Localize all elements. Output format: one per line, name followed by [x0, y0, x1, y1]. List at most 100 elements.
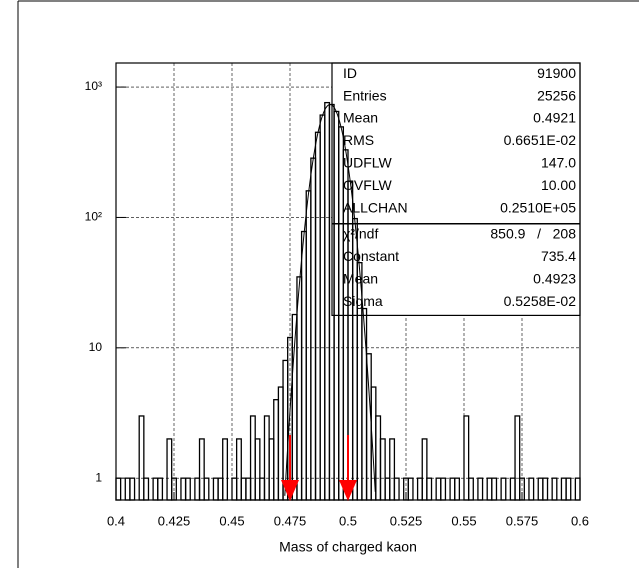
stat-name: ID — [343, 65, 357, 81]
histogram-bar — [198, 438, 205, 501]
histogram-bar — [463, 415, 470, 501]
histogram-bar — [259, 477, 266, 501]
histogram-bar — [426, 477, 433, 501]
histogram-bar — [310, 157, 317, 501]
stat-value: 25256 — [537, 87, 576, 103]
histogram-bar — [305, 190, 312, 501]
stat-name: RMS — [343, 132, 374, 148]
x-tick-label: 0.425 — [158, 513, 191, 528]
histogram-bar — [240, 477, 247, 501]
histogram-bar — [379, 438, 386, 501]
histogram-bar — [222, 438, 229, 501]
histogram-bar — [245, 477, 252, 501]
stat-value: 10.00 — [541, 177, 576, 193]
marker-arrow — [339, 435, 357, 501]
stat-name: Constant — [343, 248, 399, 264]
histogram-bar — [361, 307, 368, 501]
histogram-bar — [435, 477, 442, 501]
histogram-bar — [273, 399, 280, 501]
histogram-bar — [393, 477, 400, 501]
stat-value: 850.9 / 208 — [490, 226, 576, 242]
histogram-bar — [152, 477, 159, 501]
x-tick-label: 0.5 — [339, 513, 357, 528]
histogram-bar — [184, 477, 191, 501]
stat-name: OVFLW — [343, 177, 393, 193]
histogram-bar — [375, 415, 382, 501]
histogram-bar — [449, 477, 456, 501]
stat-name: Entries — [343, 87, 387, 103]
stats-frame — [331, 62, 581, 316]
histogram-bar — [551, 477, 558, 501]
histogram-bar — [231, 477, 238, 501]
histogram-bar — [509, 477, 516, 501]
histogram-bar — [491, 477, 498, 501]
arrow-head — [339, 480, 357, 501]
y-tick-label: 10³ — [85, 79, 102, 93]
histogram-bar — [542, 477, 549, 501]
x-tick-label: 0.6 — [571, 513, 589, 528]
x-tick-label: 0.45 — [219, 513, 244, 528]
histogram-bar — [454, 477, 461, 501]
histogram-bar — [467, 477, 474, 501]
histogram-bar — [212, 477, 219, 501]
stat-value: 0.4921 — [533, 110, 576, 126]
x-axis-label: Mass of charged kaon — [279, 539, 417, 555]
histogram-bar — [486, 477, 493, 501]
y-tick-label: 10² — [85, 210, 102, 224]
histogram-bar — [249, 415, 256, 501]
histogram-bar — [528, 477, 535, 501]
stat-value: 0.2510E+05 — [500, 199, 576, 215]
fit-curve — [284, 103, 376, 496]
histogram-bar — [537, 477, 544, 501]
histogram-bar — [157, 477, 164, 501]
stat-value: 147.0 — [541, 155, 576, 171]
histogram-bar — [574, 477, 581, 501]
stat-value: 0.4923 — [533, 271, 576, 287]
histogram-bar — [129, 477, 136, 501]
histogram-bar — [421, 438, 428, 501]
stat-name: Mean — [343, 110, 378, 126]
histogram-bar — [440, 477, 447, 501]
histogram-bar — [180, 477, 187, 501]
histogram-bar — [235, 438, 242, 501]
histogram-bar — [143, 477, 150, 501]
stat-name: χ²/ndf — [343, 226, 378, 242]
x-tick-label: 0.475 — [274, 513, 307, 528]
stats-box: ID 91900 Entries 25256 Mean 0.4921 RMS 0.6651E-… — [331, 62, 581, 316]
histogram-bar — [389, 438, 396, 501]
histogram-bar — [268, 438, 275, 501]
histogram-bar — [500, 477, 507, 501]
histogram-bar — [514, 415, 521, 501]
stat-value: 91900 — [537, 65, 576, 81]
histogram-bar — [203, 477, 210, 501]
x-tick-label: 0.525 — [390, 513, 423, 528]
histogram-bar — [319, 114, 326, 501]
histogram-bar — [565, 477, 572, 501]
y-tick-label: 1 — [95, 470, 102, 484]
histogram-bar — [115, 477, 122, 501]
x-tick-label: 0.4 — [107, 513, 125, 528]
stat-value: 0.5258E-02 — [504, 293, 577, 309]
histogram-bar — [416, 477, 423, 501]
stat-value: 735.4 — [541, 248, 576, 264]
marker-arrow — [281, 435, 299, 501]
stat-value: 0.6651E-02 — [504, 132, 577, 148]
histogram-bar — [300, 230, 307, 501]
y-tick-label: 10 — [89, 340, 103, 354]
histogram-bar — [314, 131, 321, 501]
histogram-bar — [217, 477, 224, 501]
histogram-bar — [477, 477, 484, 501]
stat-name: ALLCHAN — [343, 199, 408, 215]
histogram-bar — [194, 477, 201, 501]
histogram-bar — [166, 438, 173, 501]
histogram-bar — [407, 477, 414, 501]
histogram-bar — [384, 477, 391, 501]
histogram-bar — [263, 415, 270, 501]
histogram-bar — [324, 101, 331, 501]
x-tick-label: 0.55 — [451, 513, 476, 528]
arrow-head — [281, 480, 299, 501]
histogram-bar — [138, 415, 145, 501]
histogram-bar — [124, 477, 131, 501]
stat-name: UDFLW — [343, 155, 393, 171]
